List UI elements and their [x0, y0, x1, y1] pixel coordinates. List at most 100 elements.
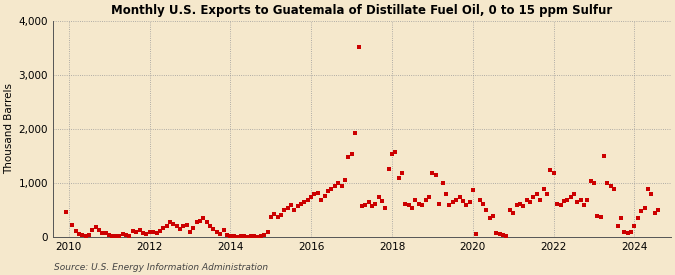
- Title: Monthly U.S. Exports to Guatemala of Distillate Fuel Oil, 0 to 15 ppm Sulfur: Monthly U.S. Exports to Guatemala of Dis…: [111, 4, 612, 17]
- Point: [259, 233, 269, 238]
- Point: [343, 155, 354, 159]
- Point: [282, 205, 293, 210]
- Point: [107, 233, 118, 238]
- Point: [242, 234, 253, 239]
- Point: [649, 211, 660, 215]
- Point: [84, 232, 95, 237]
- Point: [121, 233, 132, 237]
- Point: [545, 168, 556, 173]
- Point: [417, 203, 428, 207]
- Point: [440, 192, 451, 196]
- Point: [448, 200, 458, 204]
- Point: [525, 200, 536, 204]
- Point: [87, 227, 98, 232]
- Point: [460, 203, 471, 207]
- Point: [292, 204, 303, 208]
- Point: [619, 229, 630, 234]
- Point: [450, 197, 461, 202]
- Point: [528, 195, 539, 199]
- Point: [407, 205, 418, 210]
- Point: [430, 173, 441, 177]
- Point: [541, 192, 552, 196]
- Point: [198, 216, 209, 221]
- Point: [481, 208, 491, 213]
- Point: [272, 214, 283, 219]
- Point: [208, 227, 219, 231]
- Point: [592, 213, 603, 218]
- Point: [367, 204, 377, 208]
- Point: [313, 191, 323, 195]
- Point: [616, 216, 626, 221]
- Point: [124, 233, 135, 238]
- Point: [373, 195, 384, 199]
- Point: [629, 224, 640, 229]
- Point: [178, 224, 188, 229]
- Point: [326, 186, 337, 191]
- Point: [144, 230, 155, 235]
- Point: [222, 233, 233, 238]
- Point: [555, 203, 566, 207]
- Point: [558, 198, 569, 203]
- Point: [286, 203, 296, 208]
- Point: [269, 211, 279, 216]
- Point: [195, 219, 206, 223]
- Point: [589, 181, 599, 186]
- Point: [394, 176, 404, 180]
- Point: [360, 203, 371, 207]
- Point: [437, 181, 448, 186]
- Point: [350, 131, 360, 135]
- Point: [497, 233, 508, 238]
- Point: [94, 228, 105, 232]
- Point: [363, 200, 374, 204]
- Point: [228, 234, 239, 238]
- Point: [454, 195, 465, 199]
- Point: [138, 231, 148, 235]
- Point: [548, 170, 559, 175]
- Point: [531, 192, 542, 196]
- Point: [551, 202, 562, 206]
- Point: [111, 234, 122, 238]
- Point: [356, 204, 367, 208]
- Point: [232, 234, 243, 239]
- Point: [585, 178, 596, 183]
- Point: [333, 181, 344, 186]
- Point: [578, 203, 589, 207]
- Point: [475, 197, 485, 202]
- Point: [225, 234, 236, 238]
- Point: [478, 202, 489, 206]
- Point: [458, 198, 468, 203]
- Point: [289, 208, 300, 213]
- Point: [70, 229, 81, 233]
- Point: [427, 170, 438, 175]
- Point: [309, 192, 320, 196]
- Point: [235, 234, 246, 238]
- Point: [80, 233, 91, 238]
- Point: [248, 234, 259, 238]
- Point: [275, 212, 286, 217]
- Point: [505, 208, 516, 213]
- Point: [518, 204, 529, 208]
- Point: [639, 205, 650, 210]
- Point: [202, 220, 213, 224]
- Point: [646, 192, 657, 196]
- Point: [67, 223, 78, 227]
- Point: [182, 223, 192, 227]
- Point: [255, 234, 266, 238]
- Point: [262, 230, 273, 234]
- Point: [302, 198, 313, 202]
- Point: [605, 184, 616, 188]
- Point: [501, 234, 512, 238]
- Point: [495, 232, 506, 236]
- Point: [245, 234, 256, 238]
- Point: [562, 197, 572, 202]
- Point: [404, 203, 414, 207]
- Point: [377, 198, 387, 203]
- Point: [609, 186, 620, 191]
- Point: [299, 200, 310, 204]
- Point: [653, 208, 664, 212]
- Point: [470, 232, 481, 236]
- Point: [316, 197, 327, 202]
- Point: [612, 224, 623, 229]
- Point: [185, 230, 196, 234]
- Point: [468, 188, 479, 192]
